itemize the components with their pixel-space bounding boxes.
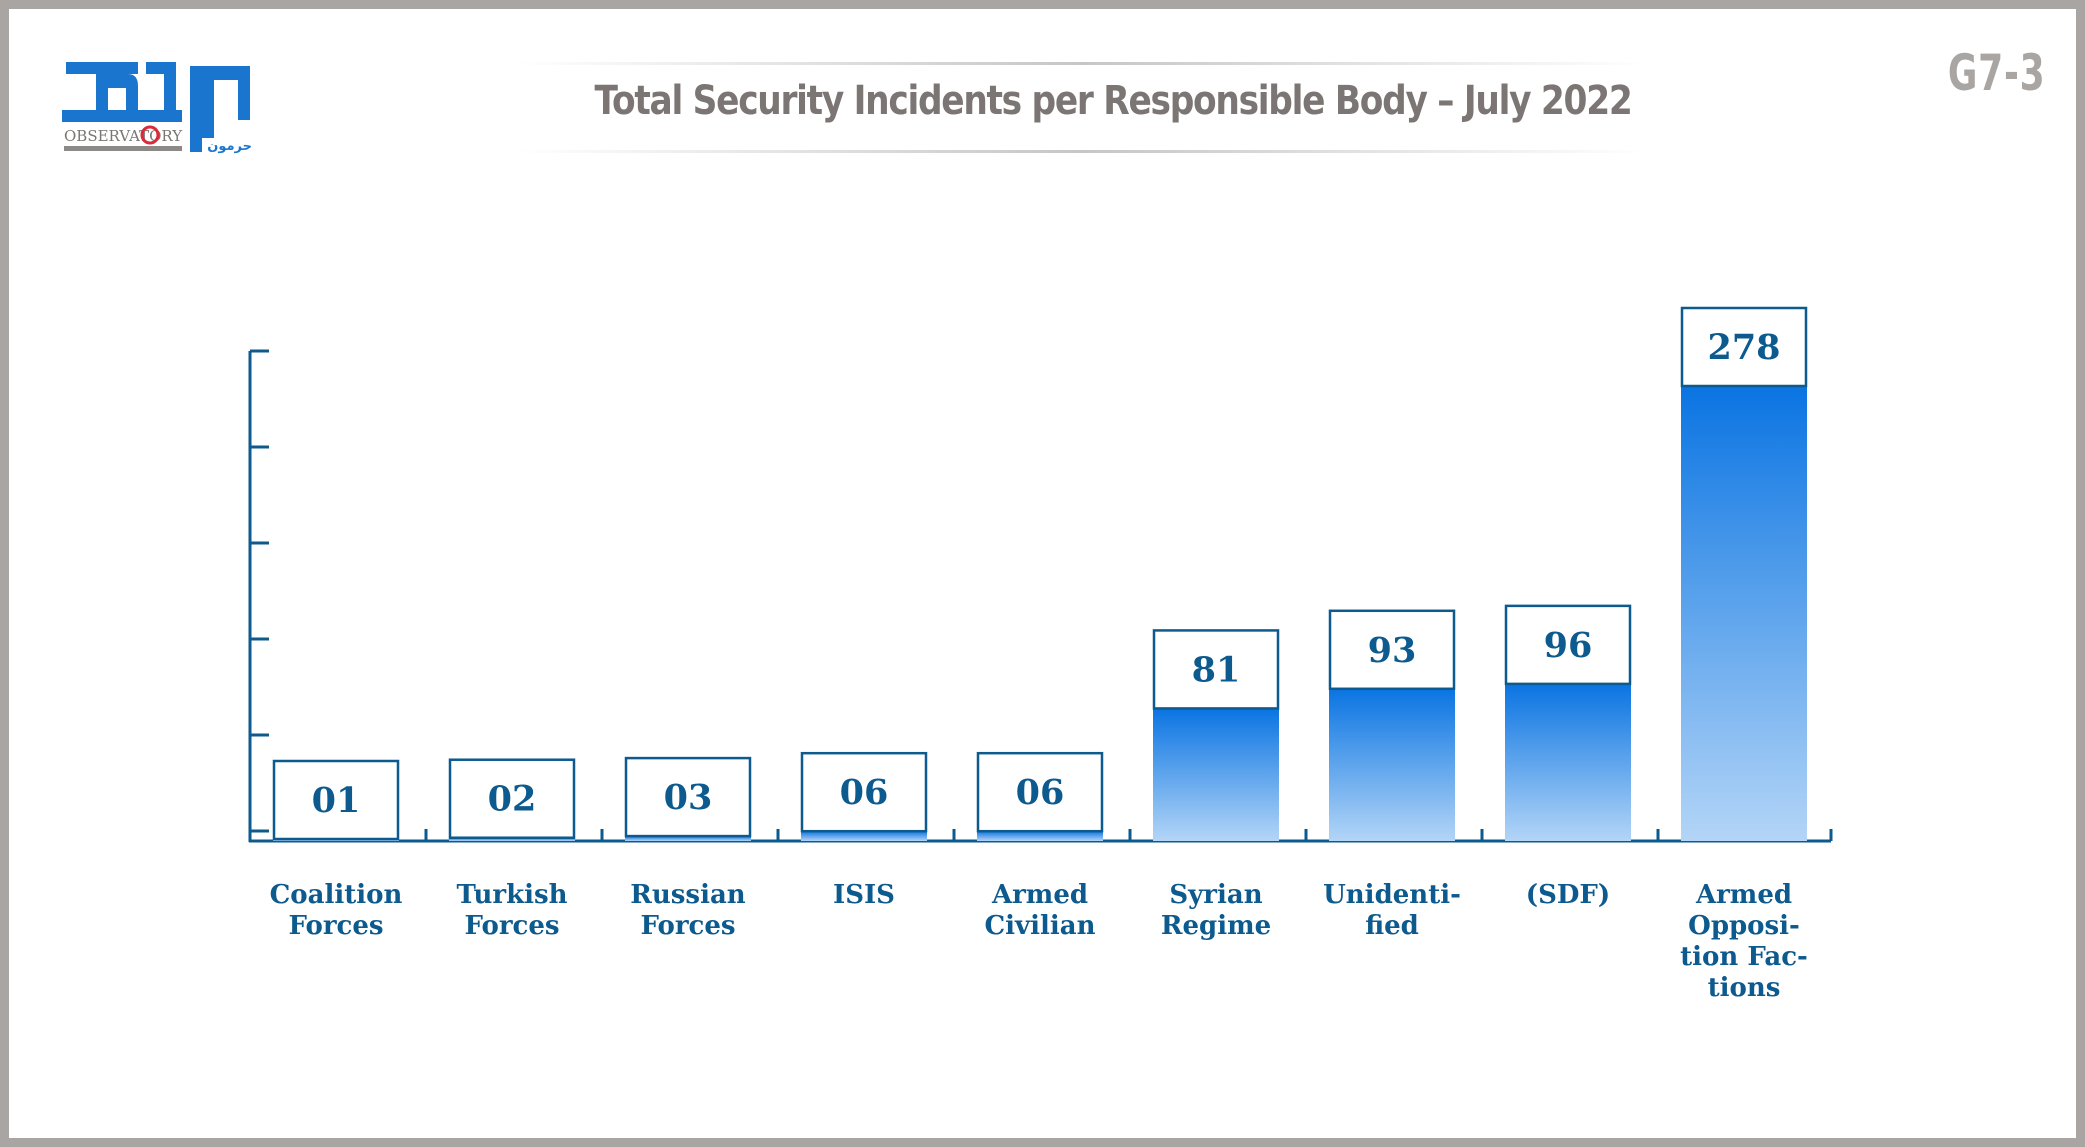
category-label: Forces xyxy=(288,911,383,941)
bar xyxy=(1153,708,1279,841)
category-labels: CoalitionForcesTurkishForcesRussianForce… xyxy=(270,880,1808,1003)
category-label: Regime xyxy=(1161,911,1271,941)
category-label: Russian xyxy=(630,880,746,910)
logo-sub-text: حرمون xyxy=(207,139,252,154)
category-label: Coalition xyxy=(270,880,403,910)
category-label: (SDF) xyxy=(1526,880,1610,910)
category-label: Forces xyxy=(640,911,735,941)
logo-latin-text: OBSERVATORY xyxy=(64,127,183,145)
title-top-rule xyxy=(515,62,1650,65)
category-label: Civilian xyxy=(984,911,1095,941)
value-label: 03 xyxy=(664,777,713,818)
category-label: Syrian xyxy=(1169,880,1262,910)
logo-arabic-mark xyxy=(62,62,250,152)
title-bottom-rule xyxy=(515,150,1650,153)
value-label-box xyxy=(1680,306,1808,388)
category-label: Armed xyxy=(991,880,1088,910)
category-label: Unidenti- xyxy=(1323,880,1461,910)
value-label: 81 xyxy=(1192,649,1241,690)
value-label: 01 xyxy=(312,780,361,821)
bar xyxy=(977,831,1103,841)
value-label-box xyxy=(1152,629,1280,710)
value-label-box xyxy=(624,756,752,838)
bar xyxy=(625,836,751,841)
category-label: Turkish xyxy=(457,880,568,910)
category-label: fied xyxy=(1365,911,1419,941)
value-label-box xyxy=(448,758,576,839)
observatory-logo: OBSERVATORY حرمون xyxy=(62,62,252,154)
value-label-box xyxy=(1328,609,1456,691)
value-label: 93 xyxy=(1368,630,1417,671)
value-label-box xyxy=(272,759,400,841)
bar xyxy=(801,831,927,841)
category-label: Opposi- xyxy=(1688,911,1800,941)
value-label-box xyxy=(1504,604,1632,686)
category-label: tion Fac- xyxy=(1680,942,1808,972)
bar xyxy=(449,837,575,841)
category-label: Forces xyxy=(464,911,559,941)
logo-underline xyxy=(64,146,182,151)
value-label: 06 xyxy=(1016,772,1065,813)
title-block: Total Security Incidents per Responsible… xyxy=(515,60,1650,155)
chart-title: Total Security Incidents per Responsible… xyxy=(594,78,1632,124)
logo-target-icon xyxy=(140,125,160,145)
value-label: 96 xyxy=(1544,625,1593,666)
bar xyxy=(1681,386,1807,841)
value-label-box xyxy=(976,751,1104,833)
value-label-box xyxy=(800,751,928,833)
bar xyxy=(1329,688,1455,841)
category-label: tions xyxy=(1708,973,1781,1003)
value-label: 02 xyxy=(488,779,537,820)
bars: 01 02 03 06 06 81 93 96 278 xyxy=(272,306,1808,841)
category-label: Armed xyxy=(1695,880,1792,910)
bar xyxy=(1505,683,1631,841)
figure-code: G7-3 xyxy=(1947,44,2045,102)
value-label: 06 xyxy=(840,772,889,813)
category-label: ISIS xyxy=(833,880,895,910)
value-label: 278 xyxy=(1707,327,1780,368)
